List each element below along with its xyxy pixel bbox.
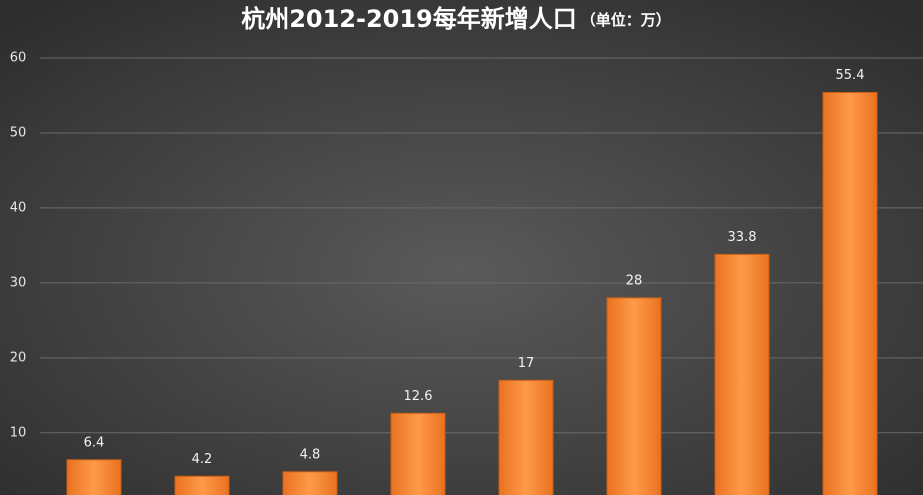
bar bbox=[66, 459, 122, 495]
value-label: 4.2 bbox=[192, 452, 213, 467]
y-tick-label: 60 bbox=[10, 51, 27, 66]
bar bbox=[282, 471, 338, 495]
chart-subtitle: （单位：万） bbox=[581, 11, 671, 29]
value-label: 4.8 bbox=[300, 447, 321, 462]
value-label: 6.4 bbox=[84, 435, 105, 450]
y-tick-label: 40 bbox=[10, 200, 27, 215]
value-label: 33.8 bbox=[728, 230, 757, 245]
y-tick-label: 20 bbox=[10, 350, 27, 365]
bar bbox=[822, 91, 878, 495]
bar bbox=[498, 379, 554, 495]
bar bbox=[714, 253, 770, 495]
bar bbox=[174, 475, 230, 495]
value-label: 55.4 bbox=[836, 68, 865, 83]
value-label: 17 bbox=[518, 356, 535, 371]
y-tick-label: 10 bbox=[10, 425, 27, 440]
chart-title-group: 杭州2012-2019每年新增人口 （单位：万） bbox=[241, 5, 671, 33]
bar bbox=[390, 412, 446, 495]
bar bbox=[606, 297, 662, 495]
y-tick-label: 30 bbox=[10, 275, 27, 290]
value-label: 28 bbox=[626, 273, 643, 288]
value-label: 12.6 bbox=[404, 389, 433, 404]
chart-title: 杭州2012-2019每年新增人口 bbox=[241, 5, 577, 33]
y-tick-label: 50 bbox=[10, 125, 27, 140]
